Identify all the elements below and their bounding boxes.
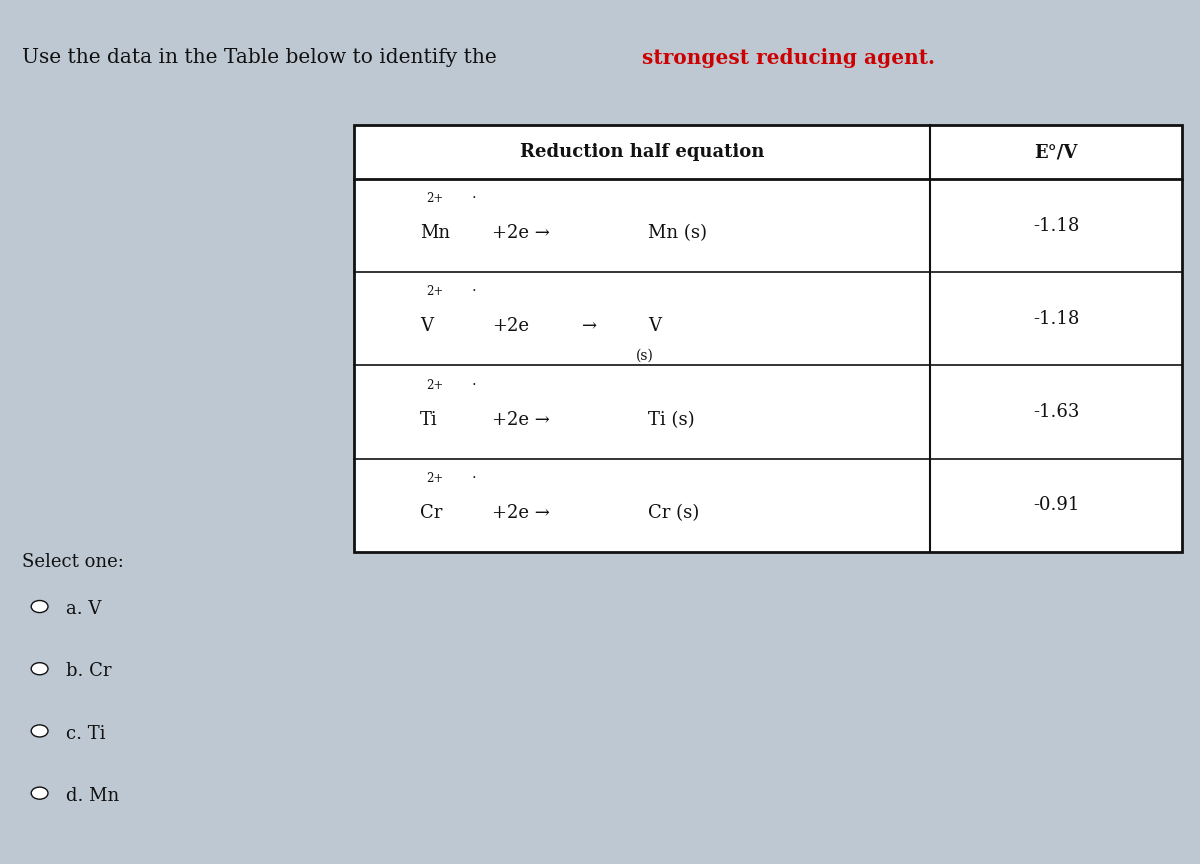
- Text: -1.18: -1.18: [1033, 310, 1079, 327]
- Text: +2e →: +2e →: [492, 410, 550, 429]
- Text: ·: ·: [472, 471, 476, 485]
- Text: strongest reducing agent.: strongest reducing agent.: [642, 48, 936, 68]
- Text: +2e →: +2e →: [492, 504, 550, 522]
- Text: 2+: 2+: [426, 192, 443, 205]
- Text: 2+: 2+: [426, 378, 443, 391]
- Text: a. V: a. V: [66, 600, 101, 618]
- Circle shape: [31, 787, 48, 799]
- Text: Select one:: Select one:: [22, 553, 124, 571]
- Text: d. Mn: d. Mn: [66, 787, 119, 804]
- Circle shape: [31, 663, 48, 675]
- Text: E°/V: E°/V: [1034, 143, 1078, 161]
- Text: b. Cr: b. Cr: [66, 663, 112, 680]
- Text: V: V: [648, 317, 661, 335]
- Text: c. Ti: c. Ti: [66, 725, 106, 742]
- Text: Reduction half equation: Reduction half equation: [520, 143, 764, 161]
- Text: ·: ·: [472, 378, 476, 391]
- Text: Use the data in the Table below to identify the: Use the data in the Table below to ident…: [22, 48, 503, 67]
- Text: +2e: +2e: [492, 317, 529, 335]
- Text: Ti (s): Ti (s): [648, 410, 695, 429]
- Text: +2e →: +2e →: [492, 224, 550, 242]
- Circle shape: [31, 725, 48, 737]
- Text: ·: ·: [472, 191, 476, 205]
- Text: -0.91: -0.91: [1033, 497, 1079, 514]
- Text: V: V: [420, 317, 433, 335]
- Text: Cr: Cr: [420, 504, 443, 522]
- FancyBboxPatch shape: [354, 125, 1182, 552]
- Text: -1.18: -1.18: [1033, 217, 1079, 234]
- Text: Mn: Mn: [420, 224, 450, 242]
- Text: -1.63: -1.63: [1033, 403, 1079, 421]
- Text: →: →: [582, 317, 598, 335]
- Text: Ti: Ti: [420, 410, 438, 429]
- Text: (s): (s): [636, 349, 654, 363]
- Text: Mn (s): Mn (s): [648, 224, 707, 242]
- Text: Cr (s): Cr (s): [648, 504, 700, 522]
- Text: 2+: 2+: [426, 285, 443, 298]
- Text: 2+: 2+: [426, 472, 443, 485]
- Circle shape: [31, 600, 48, 613]
- Text: ·: ·: [472, 284, 476, 298]
